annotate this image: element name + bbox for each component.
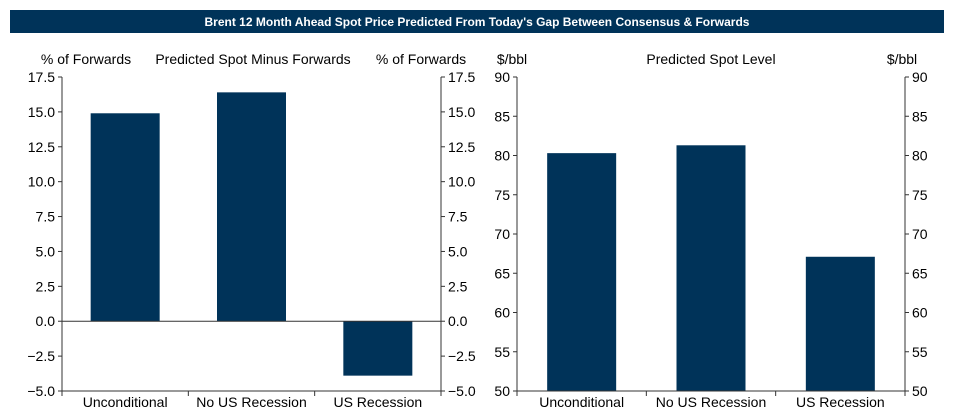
y-tick-label-left: −5.0 [27,383,55,399]
y-tick-label-right: 2.5 [448,278,468,294]
right-chart-ylabel-left: $/bbl [497,51,527,67]
y-tick-label-right: 10.0 [448,174,475,190]
y-tick-label-left: 50 [494,383,510,399]
y-tick-label-right: 90 [912,69,928,85]
y-tick-label-right: 5.0 [448,243,468,259]
y-tick-label-right: 50 [912,383,928,399]
y-tick-label-right: 75 [912,187,928,203]
x-tick-label: US Recession [796,394,885,410]
y-tick-label-left: 70 [494,226,510,242]
x-tick-label: US Recession [333,394,422,410]
y-tick-label-left: 7.5 [36,209,56,225]
left-chart-title: Predicted Spot Minus Forwards [155,51,350,67]
y-tick-label-left: 5.0 [36,243,56,259]
y-tick-label-left: 10.0 [28,174,55,190]
y-tick-label-left: 12.5 [28,139,55,155]
y-tick-label-left: 85 [494,108,510,124]
chart-banner-title: Brent 12 Month Ahead Spot Price Predicte… [10,10,944,33]
y-tick-label-right: 60 [912,305,928,321]
y-tick-label-left: 80 [494,148,510,164]
y-tick-label-left: 0.0 [36,313,56,329]
y-tick-label-left: 65 [494,265,510,281]
bar-unconditional [90,113,160,322]
x-tick-label: No US Recession [656,394,767,410]
y-tick-label-right: 12.5 [448,139,475,155]
right-chart-ylabel-right: $/bbl [887,51,917,67]
y-tick-label-left: 75 [494,187,510,203]
y-tick-label-right: 55 [912,344,928,360]
y-tick-label-right: 70 [912,226,928,242]
bar-us-recession [343,321,413,376]
y-tick-label-right: 7.5 [448,209,468,225]
y-tick-label-right: −2.5 [448,348,476,364]
y-tick-label-right: 65 [912,265,928,281]
y-tick-label-left: −2.5 [27,348,55,364]
left-chart-ylabel-right: % of Forwards [376,51,466,67]
y-tick-label-right: 15.0 [448,104,475,120]
x-tick-label: No US Recession [196,394,307,410]
y-tick-label-left: 90 [494,69,510,85]
y-tick-label-right: 17.5 [448,69,475,85]
bar-unconditional [547,153,617,391]
y-tick-label-left: 17.5 [28,69,55,85]
right-chart: $/bbl Predicted Spot Level $/bbl 90 90 85 8… [494,51,927,410]
right-chart-title: Predicted Spot Level [646,51,775,67]
y-tick-label-left: 60 [494,305,510,321]
bar-no-us-recession [676,145,746,391]
y-tick-label-left: 55 [494,344,510,360]
x-tick-label: Unconditional [83,394,168,410]
left-chart: % of Forwards Predicted Spot Minus Forwa… [27,51,475,410]
y-tick-label-left: 15.0 [28,104,55,120]
bar-no-us-recession [217,92,286,322]
x-tick-label: Unconditional [539,394,624,410]
y-tick-label-left: 2.5 [36,278,56,294]
y-tick-label-right: 85 [912,108,928,124]
y-tick-label-right: −5.0 [448,383,476,399]
bar-us-recession [805,256,875,391]
y-tick-label-right: 80 [912,148,928,164]
y-tick-label-right: 0.0 [448,313,468,329]
left-chart-ylabel-left: % of Forwards [41,51,131,67]
